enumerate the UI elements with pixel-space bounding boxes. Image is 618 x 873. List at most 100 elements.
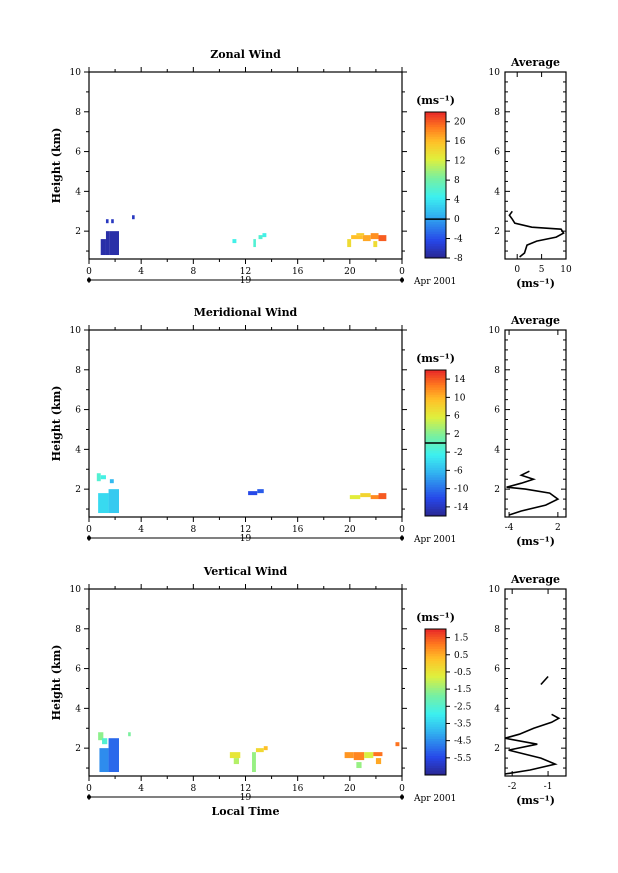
x-tick-label: 12 bbox=[240, 784, 251, 794]
data-cell bbox=[232, 239, 237, 244]
date-axis-marker bbox=[400, 536, 404, 540]
colorbar-unit: (ms⁻¹) bbox=[416, 611, 455, 624]
colorbar-band bbox=[425, 648, 446, 652]
colorbar-tick-label: 16 bbox=[454, 137, 466, 147]
colorbar-band bbox=[425, 511, 446, 515]
colorbar-band bbox=[425, 633, 446, 637]
colorbar-band bbox=[425, 170, 446, 174]
average-y-tick-label: 10 bbox=[489, 585, 501, 595]
colorbar-band bbox=[425, 226, 446, 230]
panel-title: Vertical Wind bbox=[203, 565, 288, 578]
colorbar-tick-label: 4 bbox=[454, 196, 460, 206]
colorbar-band bbox=[425, 733, 446, 737]
colorbar-band bbox=[425, 501, 446, 505]
date-axis-marker bbox=[87, 795, 91, 799]
colorbar-band bbox=[425, 192, 446, 196]
colorbar-band bbox=[425, 665, 446, 669]
colorbar-band bbox=[425, 206, 446, 210]
data-cell bbox=[347, 239, 352, 248]
x-tick-label: 12 bbox=[240, 267, 251, 277]
colorbar-tick-label: -2 bbox=[454, 448, 463, 458]
colorbar-tick-label: 2 bbox=[454, 430, 460, 440]
colorbar-band bbox=[425, 447, 446, 451]
colorbar-band bbox=[425, 469, 446, 473]
average-x-tick-label: -2 bbox=[508, 782, 517, 792]
average-title: Average bbox=[510, 56, 560, 69]
average-y-tick-label: 2 bbox=[494, 485, 500, 495]
colorbar-band bbox=[425, 238, 446, 242]
data-cell bbox=[108, 738, 119, 773]
colorbar-band bbox=[425, 675, 446, 679]
x-tick-label: 20 bbox=[344, 267, 356, 277]
data-cell bbox=[356, 762, 362, 769]
data-cell bbox=[105, 231, 110, 256]
colorbar-band bbox=[425, 460, 446, 463]
colorbar-band bbox=[425, 496, 446, 500]
data-cell bbox=[356, 233, 365, 236]
x-tick-label: 0 bbox=[86, 525, 92, 535]
date-label: Apr 2001 bbox=[413, 277, 456, 287]
average-x-tick-label: 5 bbox=[539, 265, 545, 275]
x-tick-label: 20 bbox=[344, 525, 356, 535]
y-tick-label: 2 bbox=[75, 227, 81, 237]
colorbar-tick-label: 0.5 bbox=[454, 651, 469, 661]
colorbar-band bbox=[425, 643, 446, 647]
colorbar-band bbox=[425, 148, 446, 152]
colorbar-band bbox=[425, 498, 446, 502]
y-tick-label: 8 bbox=[75, 108, 81, 118]
colorbar-band bbox=[425, 716, 446, 720]
colorbar-band bbox=[425, 711, 446, 715]
data-cell bbox=[349, 495, 361, 500]
data-cell bbox=[360, 493, 371, 498]
y-tick-label: 4 bbox=[75, 704, 81, 714]
data-cell bbox=[229, 752, 241, 759]
colorbar-band bbox=[425, 508, 446, 512]
colorbar-band bbox=[425, 421, 446, 425]
colorbar-band bbox=[425, 119, 446, 123]
average-x-tick-label: 2 bbox=[555, 523, 561, 533]
y-axis-label: Height (km) bbox=[50, 386, 63, 462]
colorbar-band bbox=[425, 709, 446, 713]
average-profile bbox=[540, 675, 549, 686]
plot-frame bbox=[88, 71, 403, 260]
colorbar-band bbox=[425, 399, 446, 403]
x-tick-label: 20 bbox=[344, 784, 356, 794]
colorbar-band bbox=[425, 221, 446, 225]
colorbar-band bbox=[425, 418, 446, 422]
data-cell bbox=[102, 738, 108, 745]
colorbar-band bbox=[425, 384, 446, 388]
data-cell bbox=[373, 241, 378, 248]
colorbar-band bbox=[425, 472, 446, 476]
colorbar-band bbox=[425, 387, 446, 390]
average-x-tick-label: 10 bbox=[560, 265, 572, 275]
colorbar-band bbox=[425, 155, 446, 159]
date-tick-label: 19 bbox=[240, 276, 252, 286]
colorbar-band bbox=[425, 631, 446, 635]
colorbar-band bbox=[425, 411, 446, 415]
data-cell bbox=[98, 493, 109, 514]
colorbar-band bbox=[425, 379, 446, 383]
colorbar-tick-label: 10 bbox=[454, 393, 466, 403]
colorbar-tick-label: 20 bbox=[454, 118, 466, 128]
colorbar-band bbox=[425, 489, 446, 493]
colorbar-band bbox=[425, 770, 446, 774]
colorbar-band bbox=[425, 250, 446, 254]
x-tick-label: 8 bbox=[190, 267, 196, 277]
colorbar-band bbox=[425, 450, 446, 454]
colorbar-band bbox=[425, 736, 446, 739]
colorbar-band bbox=[425, 428, 446, 432]
colorbar-tick-label: -4.5 bbox=[454, 737, 472, 747]
data-cell bbox=[100, 475, 106, 480]
colorbar-band bbox=[425, 194, 446, 198]
data-cell bbox=[253, 239, 256, 248]
average-x-label: (ms⁻¹) bbox=[516, 794, 555, 807]
colorbar-band bbox=[425, 180, 446, 184]
y-tick-label: 2 bbox=[75, 485, 81, 495]
colorbar-band bbox=[425, 702, 446, 705]
data-cell bbox=[373, 752, 383, 757]
colorbar-band bbox=[425, 477, 446, 480]
date-axis-marker bbox=[87, 536, 91, 540]
average-y-tick-label: 8 bbox=[494, 108, 500, 118]
colorbar-band bbox=[425, 401, 446, 405]
colorbar-band bbox=[425, 116, 446, 120]
